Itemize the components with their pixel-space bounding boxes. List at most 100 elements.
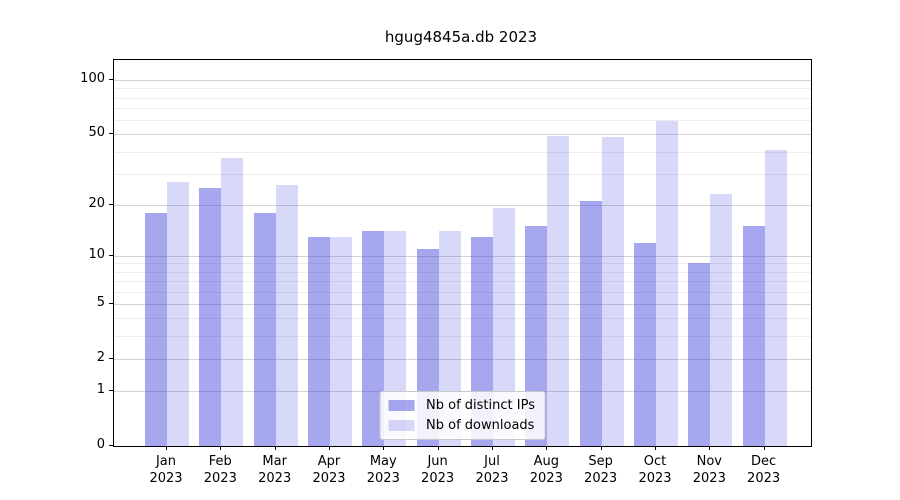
x-tick-label: Nov 2023 bbox=[693, 453, 726, 487]
x-tick-year: 2023 bbox=[258, 471, 292, 486]
bar-distinct-ips-may bbox=[362, 231, 385, 446]
x-tick-month: Mar bbox=[262, 454, 287, 469]
x-tick-year: 2023 bbox=[421, 471, 455, 486]
x-tick-month: Jun bbox=[427, 454, 448, 469]
gridline-minor bbox=[114, 120, 811, 121]
y-tick-mark bbox=[109, 357, 113, 359]
x-tick-month: Jan bbox=[155, 454, 177, 469]
gridline-major bbox=[114, 80, 811, 81]
y-tick-mark bbox=[109, 390, 113, 391]
x-tick-month: Dec bbox=[751, 454, 777, 469]
gridline-minor bbox=[114, 108, 811, 109]
x-tick-mark bbox=[220, 446, 222, 450]
x-tick-label: Apr 2023 bbox=[312, 453, 345, 487]
y-tick-label: 5 bbox=[96, 294, 105, 310]
plot-area: Nb of distinct IPs Nb of downloads bbox=[113, 59, 812, 447]
chart-title: hgug4845a.db 2023 bbox=[384, 28, 538, 46]
x-tick-mark bbox=[763, 446, 765, 450]
x-tick-mark bbox=[383, 446, 385, 450]
bar-distinct-ips-oct bbox=[634, 242, 656, 446]
x-tick-mark bbox=[274, 446, 276, 450]
x-tick-year: 2023 bbox=[149, 471, 183, 486]
y-tick-mark bbox=[109, 133, 113, 135]
x-tick-year: 2023 bbox=[584, 471, 618, 486]
legend-swatch bbox=[388, 400, 415, 411]
x-tick-year: 2023 bbox=[475, 471, 509, 486]
x-tick-label: Oct 2023 bbox=[638, 453, 671, 487]
bar-downloads-feb bbox=[221, 157, 244, 446]
gridline-minor bbox=[114, 336, 811, 338]
bar-downloads-dec bbox=[764, 149, 787, 446]
x-tick-year: 2023 bbox=[638, 471, 672, 486]
x-tick-month: Jul bbox=[484, 454, 500, 469]
bar-downloads-oct bbox=[656, 121, 678, 446]
bar-downloads-jan bbox=[167, 181, 189, 446]
x-tick-label: Sep 2023 bbox=[584, 453, 617, 487]
bar-downloads-jul bbox=[493, 208, 515, 446]
gridline-minor bbox=[114, 173, 811, 175]
bar-downloads-mar bbox=[275, 184, 298, 446]
legend-row: Nb of downloads bbox=[388, 418, 535, 433]
x-tick-label: Aug 2023 bbox=[530, 453, 563, 487]
gridline-major bbox=[114, 303, 811, 305]
gridline-minor bbox=[114, 271, 811, 273]
gridline-minor bbox=[114, 97, 811, 99]
x-tick-mark bbox=[437, 446, 439, 450]
x-tick-mark bbox=[329, 446, 330, 450]
y-tick-label: 0 bbox=[96, 437, 105, 452]
x-tick-label: Dec 2023 bbox=[747, 453, 780, 487]
x-tick-label: Jul 2023 bbox=[475, 453, 508, 487]
x-tick-year: 2023 bbox=[529, 471, 563, 486]
x-tick-mark bbox=[600, 446, 602, 450]
x-tick-mark bbox=[655, 446, 656, 450]
gridline-major bbox=[114, 204, 811, 206]
y-tick-label: 1 bbox=[96, 382, 105, 397]
y-tick-mark bbox=[109, 254, 113, 256]
y-tick-label: 20 bbox=[88, 195, 105, 211]
x-tick-label: Mar 2023 bbox=[258, 453, 291, 487]
gridline-minor bbox=[114, 151, 811, 153]
gridline-minor bbox=[114, 318, 811, 320]
y-tick-label: 2 bbox=[96, 349, 105, 365]
gridline-major bbox=[114, 255, 811, 257]
y-tick-label: 10 bbox=[88, 246, 105, 262]
y-tick-mark bbox=[109, 302, 113, 304]
gridline-minor bbox=[114, 291, 811, 293]
y-tick-mark bbox=[109, 79, 113, 80]
y-tick-mark bbox=[109, 445, 113, 446]
x-tick-month: Oct bbox=[643, 454, 667, 469]
bar-distinct-ips-apr bbox=[308, 236, 330, 446]
bar-downloads-nov bbox=[710, 194, 733, 446]
x-tick-label: Jun 2023 bbox=[421, 453, 454, 487]
x-tick-label: Jan 2023 bbox=[149, 453, 182, 487]
x-tick-mark bbox=[709, 446, 711, 450]
x-tick-month: Feb bbox=[208, 454, 232, 469]
bar-distinct-ips-sep bbox=[579, 200, 602, 446]
x-tick-month: Sep bbox=[588, 454, 613, 469]
bar-distinct-ips-nov bbox=[688, 263, 711, 446]
x-tick-label: May 2023 bbox=[367, 453, 400, 487]
bar-distinct-ips-jan bbox=[145, 212, 167, 446]
legend-label: Nb of distinct IPs bbox=[426, 398, 535, 413]
x-tick-mark bbox=[546, 446, 548, 450]
bar-downloads-sep bbox=[601, 137, 624, 446]
y-tick-mark bbox=[109, 203, 113, 205]
gridline-minor bbox=[114, 263, 811, 265]
legend-label: Nb of downloads bbox=[426, 418, 535, 433]
gridline-minor bbox=[114, 281, 811, 283]
x-tick-year: 2023 bbox=[692, 471, 726, 486]
x-tick-month: Nov bbox=[696, 454, 722, 469]
gridline-minor bbox=[114, 88, 811, 90]
bar-distinct-ips-mar bbox=[253, 212, 276, 446]
x-tick-month: Apr bbox=[317, 454, 341, 469]
x-tick-year: 2023 bbox=[366, 471, 400, 486]
x-tick-year: 2023 bbox=[312, 471, 346, 486]
gridline-major bbox=[114, 358, 811, 360]
bar-distinct-ips-feb bbox=[199, 187, 222, 446]
legend-row: Nb of distinct IPs bbox=[388, 398, 535, 413]
gridline-major bbox=[114, 134, 811, 136]
y-tick-label: 50 bbox=[88, 125, 105, 141]
bar-downloads-aug bbox=[547, 135, 570, 446]
legend-swatch bbox=[388, 420, 415, 431]
